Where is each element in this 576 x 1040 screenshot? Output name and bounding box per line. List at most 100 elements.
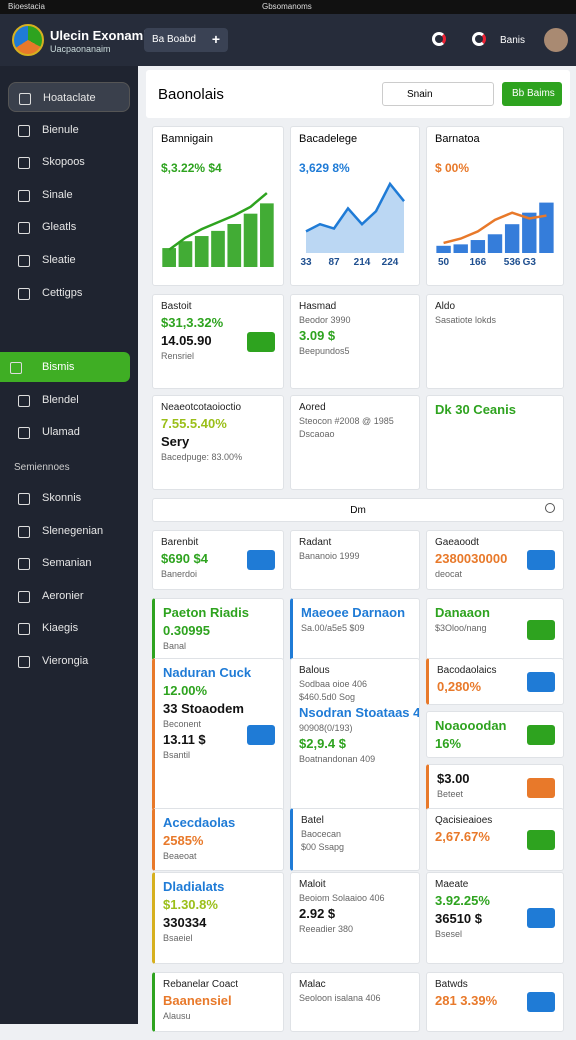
card[interactable]: Maloit Beoiom Solaaioo 406 2.92 $ Reeadier … — [290, 872, 420, 964]
card[interactable]: Naduran Cuck 12.00% 33 Stoaodem Beconent 13.… — [152, 658, 284, 811]
card-title: Batel — [301, 815, 324, 826]
card-row: Bastoit $31,3.32% 14.05.90 Rensriel Neaeotco… — [152, 294, 564, 490]
chart-card: Barnatoa $ 00% 50 166 536 G3 — [426, 126, 564, 286]
nav-item[interactable]: Sinale — [8, 180, 130, 210]
card-column: Danaaon $3Oloo/nang — [426, 598, 564, 661]
card-column: Acecdaolas 2585% Beaeoat — [152, 808, 284, 871]
card[interactable]: Danaaon $3Oloo/nang — [426, 598, 564, 661]
card[interactable]: Balous Sodbaa oioe 406 $460.5d0 Sog Nsodran… — [290, 658, 420, 811]
user-name[interactable]: Banis — [500, 35, 526, 46]
add-icon[interactable]: + — [211, 31, 220, 47]
avatar[interactable] — [544, 28, 568, 52]
card[interactable]: Batwds 281 3.39% — [426, 972, 564, 1032]
card-text: Bsantil — [163, 750, 191, 760]
card-text: Bsesel — [435, 929, 463, 939]
card[interactable]: Maeate 3.92.25% 36510 $ Bsesel — [426, 872, 564, 964]
card-action[interactable] — [247, 331, 275, 352]
card-title: Rebanelar Coact — [163, 979, 239, 990]
header-search[interactable]: Ba Boabd + — [144, 28, 228, 52]
card-action[interactable] — [527, 550, 555, 570]
x-tick-label: G3 — [523, 257, 537, 268]
card-action[interactable] — [527, 671, 555, 692]
card-action[interactable] — [247, 550, 275, 570]
nav-item[interactable]: Skopoos — [8, 147, 130, 177]
card[interactable]: $3.00 Beteet — [426, 764, 564, 811]
primary-button[interactable]: Bb Baims — [502, 82, 562, 106]
card-row: Naduran Cuck 12.00% 33 Stoaodem Beconent 13.… — [152, 658, 564, 811]
card[interactable]: Radant Bananoio 1999 — [290, 530, 420, 590]
card[interactable]: Gaeaoodt 2380030000 deocat — [426, 530, 564, 590]
nav-group: Semiennoes Skonnis Slenegenian Semanian Aero… — [8, 462, 130, 679]
nav-item[interactable]: Kiaegis — [8, 613, 130, 643]
bar — [162, 248, 176, 267]
card[interactable]: Bastoit $31,3.32% 14.05.90 Rensriel — [152, 294, 284, 389]
card-action[interactable] — [527, 724, 555, 745]
card-column: Naduran Cuck 12.00% 33 Stoaodem Beconent 13.… — [152, 658, 284, 811]
card[interactable]: Noaooodan 16% — [426, 711, 564, 758]
notification-icon[interactable] — [432, 32, 446, 46]
card-action[interactable] — [527, 777, 555, 798]
card-value: Baanensiel — [163, 993, 232, 1008]
card-title: Maloit — [299, 879, 326, 890]
logo[interactable] — [12, 24, 44, 56]
nav-item[interactable]: Cettigps — [8, 278, 130, 308]
search-input[interactable]: Snain — [382, 82, 494, 106]
nav-item[interactable]: Bienule — [8, 115, 130, 145]
card-action[interactable] — [527, 992, 555, 1012]
line — [168, 192, 268, 251]
card[interactable]: Neaeotcotaoioctio 7.55.5.40% Sery Bacedpuge… — [152, 395, 284, 490]
nav-item[interactable]: Semanian — [8, 548, 130, 578]
nav-item[interactable]: Skonnis — [8, 483, 130, 513]
card-text: Bacedpuge: 83.00% — [161, 452, 243, 462]
nav-item[interactable]: Slenegenian — [8, 516, 130, 546]
card-action[interactable] — [527, 908, 555, 928]
nav-item[interactable]: Aeronier — [8, 581, 130, 611]
x-tick-label: 536 — [504, 257, 521, 268]
card-action[interactable] — [527, 619, 555, 640]
chart-card: Bacadelege 3,629 8% 33 87 214 224 — [290, 126, 420, 286]
search-bar[interactable]: Dm — [152, 498, 564, 522]
nav-item[interactable]: Hoataclate — [8, 82, 130, 112]
nav-item[interactable]: Vierongia — [8, 646, 130, 676]
card-value: 330334 — [163, 915, 207, 930]
card-value: 2380030000 — [435, 551, 508, 566]
card-row: Barenbit $690 $4 Banerdoi Radant Bananoio 19… — [152, 530, 564, 590]
card[interactable]: Batel Baocecan $00 Ssapg — [290, 808, 420, 871]
nav-item[interactable]: Blendel — [8, 385, 130, 415]
card-row: Paeton Riadis 0.30995 Banal Maeoee Darnaon S… — [152, 598, 564, 661]
card-title: Gaeaoodt — [435, 537, 479, 548]
card-text: Beteet — [437, 789, 464, 799]
chart-row: Bamnigain $,3.22% $4 Bacadelege 3,629 8% 33 8… — [152, 126, 564, 286]
card-action[interactable] — [527, 829, 555, 850]
card[interactable]: Dladialats $1.30.8% 330334 Bsaeiel — [152, 872, 284, 964]
x-tick-label: 87 — [328, 257, 340, 268]
card[interactable]: Paeton Riadis 0.30995 Banal — [152, 598, 284, 661]
card[interactable]: Malac Seoloon isalana 406 — [290, 972, 420, 1032]
nav-group: Bismis Blendel Ulamad — [0, 352, 130, 450]
app-title: Ulecin Exonami — [50, 28, 147, 43]
card[interactable]: Maeoee Darnaon Sa.00/a5e5 $09 — [290, 598, 420, 661]
nav-item[interactable]: Ulamad — [8, 417, 130, 447]
card-value: Danaaon — [435, 605, 490, 620]
card-text: Boatnandonan 409 — [299, 754, 376, 764]
nav-item[interactable]: Bismis — [0, 352, 130, 382]
card[interactable]: Dk 30 Ceanis — [426, 395, 564, 490]
nav-item[interactable]: Sleatie — [8, 245, 130, 275]
card-text: Beconent — [163, 719, 202, 729]
card[interactable]: Qacisieaioes 2,67.67% — [426, 808, 564, 871]
alert-icon[interactable] — [472, 32, 486, 46]
card-text: Banal — [163, 641, 187, 651]
card-action[interactable] — [247, 724, 275, 745]
card[interactable]: Barenbit $690 $4 Banerdoi — [152, 530, 284, 590]
nav-item[interactable]: Gleatls — [8, 212, 130, 242]
card[interactable]: Aldo Sasatiote lokds — [426, 294, 564, 389]
card-column: Barenbit $690 $4 Banerdoi — [152, 530, 284, 590]
card[interactable]: Bacodaolaics 0,280% — [426, 658, 564, 705]
card-text: Baocecan — [301, 829, 342, 839]
card[interactable]: Acecdaolas 2585% Beaeoat — [152, 808, 284, 871]
chart-title: Bacadelege — [299, 133, 358, 145]
card-value: 3.92.25% — [435, 893, 490, 908]
card[interactable]: Aored Steocon #2008 @ 1985 Dscaoao — [290, 395, 420, 490]
card[interactable]: Rebanelar Coact Baanensiel Alausu — [152, 972, 284, 1032]
card[interactable]: Hasmad Beodor 3990 3.09 $ Beepundos5 — [290, 294, 420, 389]
